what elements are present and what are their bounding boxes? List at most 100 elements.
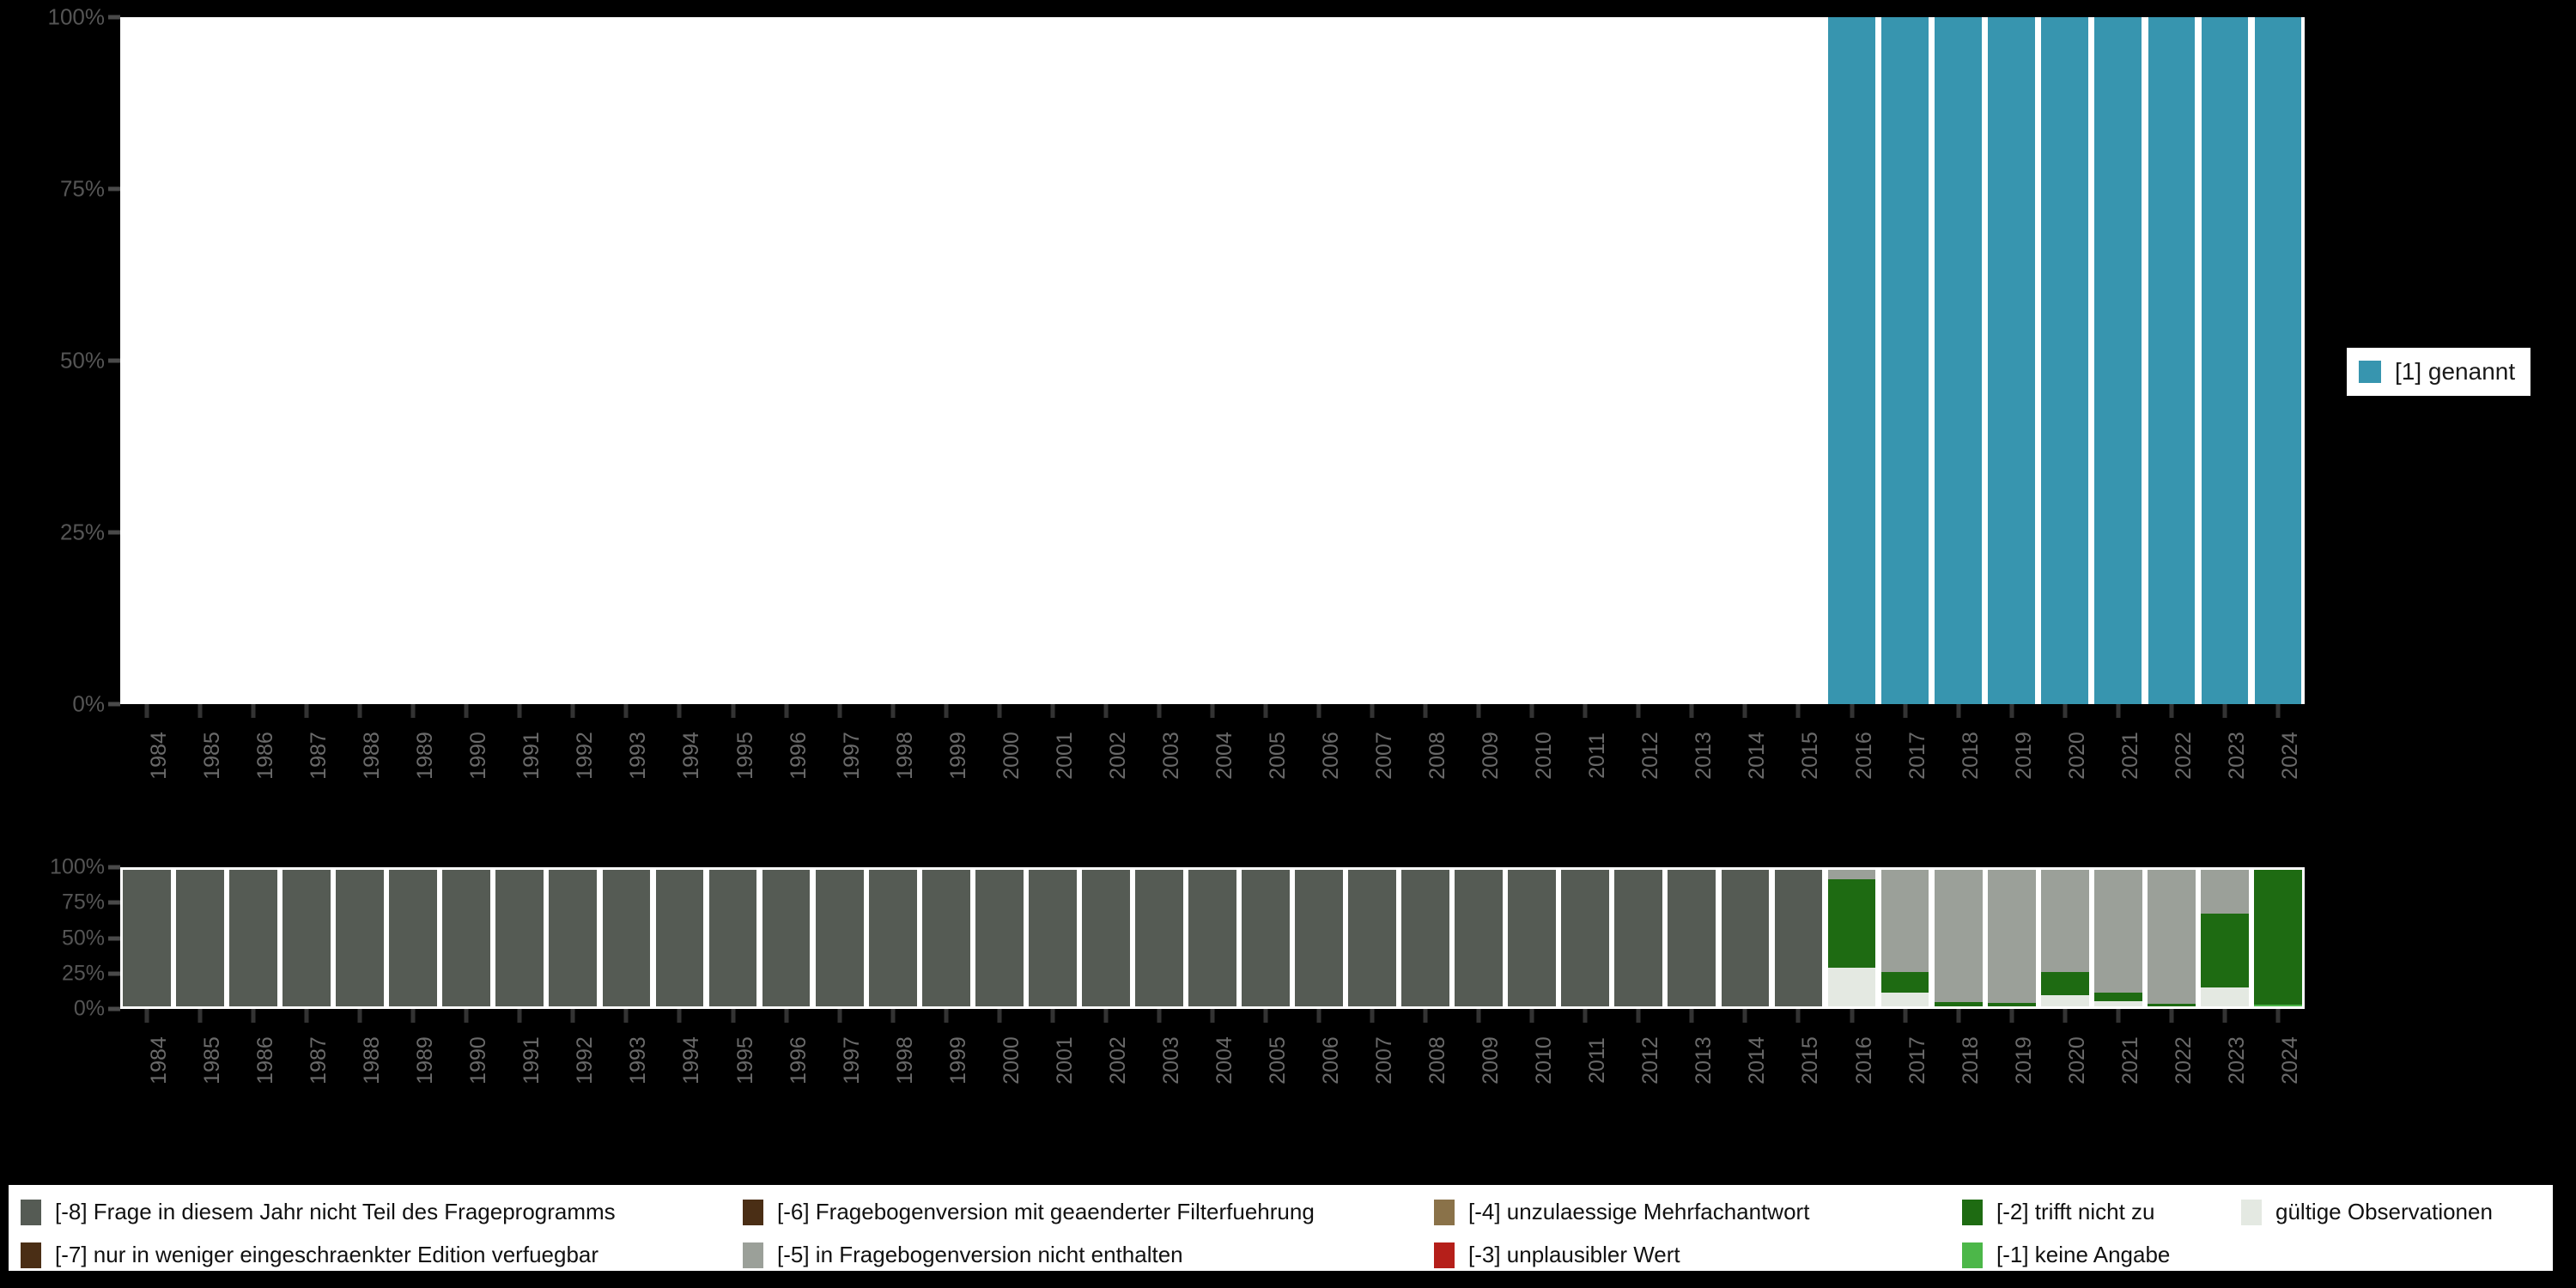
top-chart-bar-slot[interactable] xyxy=(599,17,653,704)
bottom-chart-bar-segment[interactable] xyxy=(1774,870,1823,1006)
top-chart-bar[interactable] xyxy=(2201,17,2249,704)
bottom-chart-bar-slot[interactable] xyxy=(599,867,653,1009)
top-chart-bar[interactable] xyxy=(2254,17,2302,704)
bottom-chart-stacked-bar[interactable] xyxy=(389,870,438,1006)
bottom-chart-bar-segment[interactable] xyxy=(1827,879,1876,969)
top-chart-bar[interactable] xyxy=(1828,17,1875,704)
bottom-chart-stacked-bar[interactable] xyxy=(1188,870,1236,1006)
bottom-chart-bar-segment[interactable] xyxy=(123,870,171,1006)
bottom-chart-stacked-bar[interactable] xyxy=(921,870,970,1006)
top-chart-bar-slot[interactable] xyxy=(2038,17,2092,704)
bottom-chart-stacked-bar[interactable] xyxy=(1721,870,1770,1006)
bottom-chart-bar-segment[interactable] xyxy=(1934,870,1983,1003)
bottom-chart-bar-slot[interactable] xyxy=(2251,867,2305,1009)
bottom-chart-bar-slot[interactable] xyxy=(1346,867,1399,1009)
top-chart-bar-slot[interactable] xyxy=(546,17,599,704)
bottom-chart-stacked-bar[interactable] xyxy=(975,870,1024,1006)
bottom-chart-bar-slot[interactable] xyxy=(2198,867,2251,1009)
top-chart-bar-slot[interactable] xyxy=(120,17,173,704)
bottom-chart-bar-segment[interactable] xyxy=(1348,870,1396,1006)
top-chart-bar-slot[interactable] xyxy=(1133,17,1186,704)
legend-item[interactable]: [-3] unplausibler Wert xyxy=(1434,1242,1680,1268)
bottom-chart-bar-slot[interactable] xyxy=(1079,867,1133,1009)
bottom-chart-stacked-bar[interactable] xyxy=(2093,870,2142,1006)
bottom-chart-bar-slot[interactable] xyxy=(1771,867,1825,1009)
top-chart-bar-slot[interactable] xyxy=(1346,17,1399,704)
bottom-chart-stacked-bar[interactable] xyxy=(1134,870,1183,1006)
bottom-chart-bar-segment[interactable] xyxy=(1934,1002,1983,1006)
top-chart-bar-slot[interactable] xyxy=(1665,17,1718,704)
top-chart-bar-slot[interactable] xyxy=(813,17,866,704)
bottom-chart-bar-slot[interactable] xyxy=(227,867,280,1009)
top-chart-bar[interactable] xyxy=(2148,17,2196,704)
bottom-chart-bar-segment[interactable] xyxy=(2093,993,2142,1001)
top-chart-bar-slot[interactable] xyxy=(1026,17,1079,704)
bottom-chart-bar-slot[interactable] xyxy=(280,867,333,1009)
bottom-chart-stacked-bar[interactable] xyxy=(1242,870,1290,1006)
bottom-chart-stacked-bar[interactable] xyxy=(1348,870,1396,1006)
legend-item[interactable]: [-1] keine Angabe xyxy=(1962,1242,2170,1268)
bottom-chart-stacked-bar[interactable] xyxy=(2253,870,2302,1006)
top-chart-bar-slot[interactable] xyxy=(707,17,760,704)
top-chart-bar-slot[interactable] xyxy=(973,17,1026,704)
bottom-chart-bar-segment[interactable] xyxy=(1987,870,2036,1004)
bottom-chart-bar-segment[interactable] xyxy=(1455,870,1504,1006)
top-chart-bar-slot[interactable] xyxy=(2251,17,2305,704)
bottom-chart-bar-segment[interactable] xyxy=(1827,968,1876,1006)
bottom-chart-bar-segment[interactable] xyxy=(1668,870,1716,1006)
bottom-chart-stacked-bar[interactable] xyxy=(549,870,598,1006)
top-chart-bar[interactable] xyxy=(1935,17,1982,704)
bottom-chart-bar-segment[interactable] xyxy=(2253,1004,2302,1006)
top-chart-bar-slot[interactable] xyxy=(1505,17,1558,704)
top-chart-bar-slot[interactable] xyxy=(1399,17,1452,704)
top-chart-bar-slot[interactable] xyxy=(1879,17,1932,704)
top-chart-bar-slot[interactable] xyxy=(2198,17,2251,704)
bottom-chart-bar-slot[interactable] xyxy=(1026,867,1079,1009)
bottom-chart-bar-slot[interactable] xyxy=(1665,867,1718,1009)
bottom-chart-bar-segment[interactable] xyxy=(336,870,385,1006)
bottom-chart-bar-segment[interactable] xyxy=(1987,1003,2036,1006)
bottom-chart-bar-slot[interactable] xyxy=(866,867,920,1009)
bottom-chart-stacked-bar[interactable] xyxy=(1934,870,1983,1006)
bottom-chart-bar-segment[interactable] xyxy=(762,870,811,1006)
bottom-chart-stacked-bar[interactable] xyxy=(495,870,544,1006)
top-chart-bar[interactable] xyxy=(1881,17,1929,704)
top-chart-bar-slot[interactable] xyxy=(866,17,920,704)
bottom-chart-stacked-bar[interactable] xyxy=(1295,870,1343,1006)
top-chart-bar-slot[interactable] xyxy=(173,17,227,704)
bottom-chart-bar-segment[interactable] xyxy=(2040,995,2089,1006)
bottom-chart-stacked-bar[interactable] xyxy=(336,870,385,1006)
bottom-chart-stacked-bar[interactable] xyxy=(1028,870,1077,1006)
bottom-chart-bar-slot[interactable] xyxy=(1452,867,1505,1009)
bottom-chart-stacked-bar[interactable] xyxy=(442,870,491,1006)
bottom-chart-bar-segment[interactable] xyxy=(2093,870,2142,993)
bottom-chart-stacked-bar[interactable] xyxy=(1401,870,1450,1006)
bottom-chart-bar-slot[interactable] xyxy=(973,867,1026,1009)
bottom-chart-stacked-bar[interactable] xyxy=(1614,870,1663,1006)
bottom-chart-bar-slot[interactable] xyxy=(1292,867,1346,1009)
bottom-chart-stacked-bar[interactable] xyxy=(868,870,917,1006)
bottom-chart-bar-segment[interactable] xyxy=(549,870,598,1006)
bottom-chart-bar-segment[interactable] xyxy=(1242,870,1290,1006)
bottom-chart-bar-slot[interactable] xyxy=(1399,867,1452,1009)
bottom-chart-bar-segment[interactable] xyxy=(1880,972,1929,993)
top-chart-bar-slot[interactable] xyxy=(760,17,813,704)
bottom-chart-bar-segment[interactable] xyxy=(2200,987,2249,1006)
bottom-chart-stacked-bar[interactable] xyxy=(1987,870,2036,1006)
bottom-chart-bar-segment[interactable] xyxy=(2147,870,2196,1004)
bottom-chart-bar-segment[interactable] xyxy=(2093,1000,2142,1006)
top-chart-bar-slot[interactable] xyxy=(1452,17,1505,704)
bottom-chart-bar-segment[interactable] xyxy=(389,870,438,1006)
top-chart-bar-slot[interactable] xyxy=(1932,17,1985,704)
bottom-chart-stacked-bar[interactable] xyxy=(1081,870,1130,1006)
top-chart-bar-slot[interactable] xyxy=(1612,17,1665,704)
bottom-chart-bar-slot[interactable] xyxy=(760,867,813,1009)
bottom-chart-bar-segment[interactable] xyxy=(176,870,224,1006)
bottom-chart-bar-segment[interactable] xyxy=(1134,870,1183,1006)
bottom-chart-bar-segment[interactable] xyxy=(2147,1003,2196,1006)
top-chart-bar-slot[interactable] xyxy=(1985,17,2038,704)
bottom-chart-bar-slot[interactable] xyxy=(1985,867,2038,1009)
bottom-chart-bar-slot[interactable] xyxy=(1932,867,1985,1009)
bottom-chart-bar-segment[interactable] xyxy=(442,870,491,1006)
bottom-chart-bar-slot[interactable] xyxy=(546,867,599,1009)
